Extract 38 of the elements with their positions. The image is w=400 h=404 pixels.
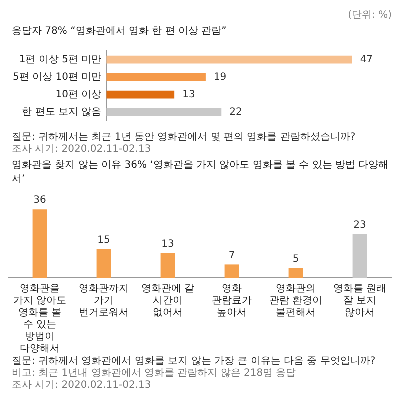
data-label: 23 [354,220,366,231]
data-label: 22 [230,106,242,118]
x-tick-label: 영화관의 관람 환경이 불편해서 [269,284,323,319]
bar [106,108,222,116]
text: 조사 시기: 2020.02.11-02.13 [12,380,152,392]
x-tick-label: 영화관을 가지 않아도 영화를 볼 수 있는 방법이 다양해서 [13,284,67,355]
text: 비고: 최근 1년내 영화관에서 영화를 관람하지 않은 218명 응답 [12,368,298,380]
bar [106,90,175,99]
bar [160,253,176,278]
bar [32,210,48,278]
bar [96,250,112,278]
x-tick-label: 영화 관람료가 높아서 [212,284,252,319]
bar [352,234,368,278]
chart-subtitle: (단위: %) [347,9,392,22]
x-tick-label: 영화관까지 가기 번거로워서 [79,284,129,319]
text: 조사 시기: 2020.02.11-02.13 [12,144,152,156]
data-label: 19 [214,72,227,83]
y-tick-label: 5편 이상 10편 미만 [13,72,102,83]
chart-title: 응답자 78% “영화관에서 영화 한 편 이상 관람” [12,25,228,38]
text: 질문: 귀하께서는 최근 1년 동안 영화관에서 몇 편의 영화를 관람하셨습니까? [12,132,357,144]
data-label: 13 [162,238,174,250]
y-tick-label: 1편 이상 5편 미만 [19,54,102,66]
data-label: 7 [228,250,236,262]
data-label: 5 [292,254,300,266]
chart-title: 영화관을 찾지 않는 이유 36% ‘영화관을 가지 않아도 영화를 볼 수 있는 방법 다양해서’ [12,159,390,186]
data-label: 36 [34,195,46,206]
bar [106,56,352,64]
x-tick-label: 영화관에 갈 시간이 없어서 [141,284,195,319]
bar [224,264,240,278]
data-label: 47 [360,54,374,66]
bar [106,73,206,82]
data-label: 13 [182,89,196,100]
text: 질문: 귀하께서 영화관에서 영화를 보지 않는 가장 큰 이유는 다음 중 무엇입니까? [12,356,377,368]
x-tick-label: 영화를 원래 잘 보지 않아서 [333,284,387,319]
y-tick-label: 10편 이상 [56,89,102,100]
bar [288,268,304,278]
y-tick-label: 한 편도 보지 않음 [22,106,102,118]
data-label: 15 [98,235,110,246]
